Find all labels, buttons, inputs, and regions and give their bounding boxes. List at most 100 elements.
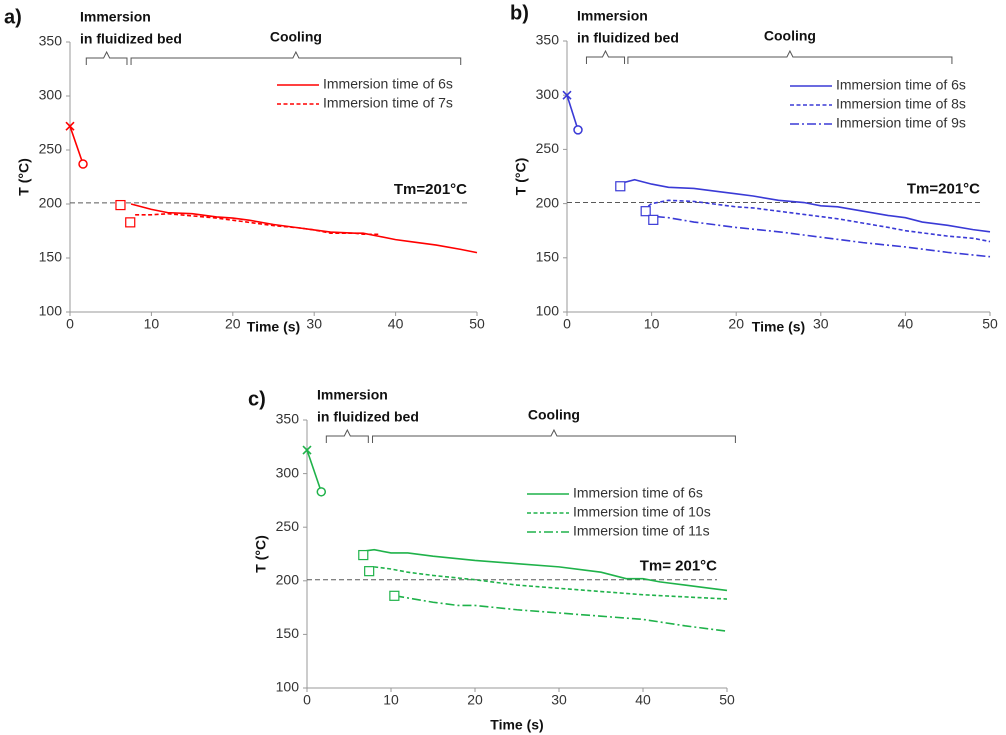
panel: a) 100 150 200 250 300 350 0 10 20 30 40 50 Time (s) T… [4, 6, 485, 334]
legend-label: Immersion time of 6s [573, 485, 703, 501]
marker-circle [573, 125, 583, 135]
marker-circle [78, 159, 88, 169]
y-tick-label: 350 [276, 411, 300, 427]
x-tick-label: 40 [635, 692, 651, 708]
bracket [372, 428, 736, 443]
y-tick-label: 350 [39, 33, 63, 49]
bracket [585, 49, 626, 64]
series-line [130, 203, 478, 254]
x-tick-label: 40 [898, 316, 914, 332]
marker-circle [316, 487, 327, 497]
reference-label: Tm= 201°C [640, 558, 717, 575]
series-line [135, 212, 380, 236]
bracket-label: in fluidized bed [80, 31, 182, 47]
x-tick-label: 30 [551, 692, 567, 708]
x-tick-label: 50 [719, 692, 735, 708]
series-line [621, 178, 991, 233]
panel-label: b) [510, 2, 529, 24]
y-tick-label: 300 [39, 87, 63, 103]
immersion-line [306, 449, 323, 493]
x-tick-label: 20 [225, 316, 241, 332]
marker-square [648, 214, 659, 225]
series-line [395, 595, 728, 632]
panel: b) 100 150 200 250 300 350 0 10 20 30 40 50 Time (s) T… [510, 2, 998, 334]
legend-label: Immersion time of 6s [323, 76, 453, 92]
y-tick-label: 150 [276, 625, 300, 641]
x-tick-label: 10 [383, 692, 399, 708]
bracket-label: Cooling [528, 407, 580, 423]
marker-x [302, 445, 312, 455]
y-tick-label: 200 [536, 194, 560, 210]
series-line [655, 215, 991, 258]
x-axis-label: Time (s) [752, 319, 805, 335]
bracket [627, 49, 953, 64]
y-tick-label: 250 [276, 518, 300, 534]
x-tick-label: 10 [144, 316, 160, 332]
x-tick-label: 0 [563, 316, 571, 332]
legend-label: Immersion time of 8s [836, 96, 966, 112]
x-tick-label: 30 [306, 316, 322, 332]
y-tick-label: 350 [536, 32, 560, 48]
panel-label: c) [248, 388, 266, 410]
immersion-line [69, 125, 84, 165]
marker-square [615, 181, 626, 192]
y-tick-label: 300 [536, 86, 560, 102]
bracket-label: Immersion [80, 9, 151, 25]
x-tick-label: 0 [303, 692, 311, 708]
x-tick-label: 40 [388, 316, 404, 332]
series-line [374, 566, 728, 600]
y-tick-label: 100 [39, 303, 63, 319]
y-axis-label: T (°C) [513, 158, 529, 195]
marker-square [389, 590, 400, 601]
marker-square [125, 217, 136, 228]
marker-square [358, 549, 369, 561]
panel-label: a) [4, 6, 22, 28]
marker-square [115, 199, 126, 211]
marker-square [364, 566, 375, 577]
bracket [85, 50, 128, 65]
bracket-label: Cooling [764, 28, 816, 44]
series-line [365, 548, 728, 592]
bracket-label: in fluidized bed [577, 30, 679, 46]
bracket-label: Cooling [270, 29, 322, 45]
y-tick-label: 200 [39, 195, 63, 211]
y-tick-label: 150 [39, 249, 63, 265]
x-tick-label: 50 [469, 316, 485, 332]
y-tick-label: 100 [276, 679, 300, 695]
legend-label: Immersion time of 10s [573, 504, 711, 520]
legend-label: Immersion time of 9s [836, 115, 966, 131]
x-tick-label: 10 [644, 316, 660, 332]
x-tick-label: 20 [467, 692, 483, 708]
bracket-label: Immersion [317, 387, 388, 403]
marker-x [562, 90, 572, 100]
y-tick-label: 200 [276, 572, 300, 588]
bracket-label: Immersion [577, 8, 648, 24]
marker-point [69, 125, 71, 128]
y-tick-label: 300 [276, 464, 300, 480]
y-tick-label: 250 [536, 140, 560, 156]
series-line [642, 199, 991, 243]
legend-label: Immersion time of 7s [323, 95, 453, 111]
bracket [130, 50, 462, 65]
x-tick-label: 0 [66, 316, 74, 332]
bracket [325, 428, 369, 443]
y-tick-label: 150 [536, 249, 560, 265]
x-tick-label: 30 [813, 316, 829, 332]
legend-label: Immersion time of 11s [573, 523, 710, 539]
immersion-line [566, 94, 579, 131]
reference-label: Tm=201°C [907, 180, 980, 197]
y-tick-label: 100 [536, 303, 560, 319]
x-tick-label: 20 [728, 316, 744, 332]
x-tick-label: 50 [982, 316, 998, 332]
marker-square [640, 206, 651, 217]
legend-label: Immersion time of 6s [836, 77, 966, 93]
x-axis-label: Time (s) [490, 717, 543, 733]
y-axis-label: T (°C) [16, 158, 32, 195]
y-axis-label: T (°C) [253, 535, 269, 572]
panel: c) 100 150 200 250 300 350 0 10 20 30 40 50 Time (s) T… [248, 387, 736, 733]
x-axis-label: Time (s) [247, 319, 300, 335]
reference-label: Tm=201°C [394, 181, 467, 198]
y-tick-label: 250 [39, 141, 63, 157]
bracket-label: in fluidized bed [317, 409, 419, 425]
